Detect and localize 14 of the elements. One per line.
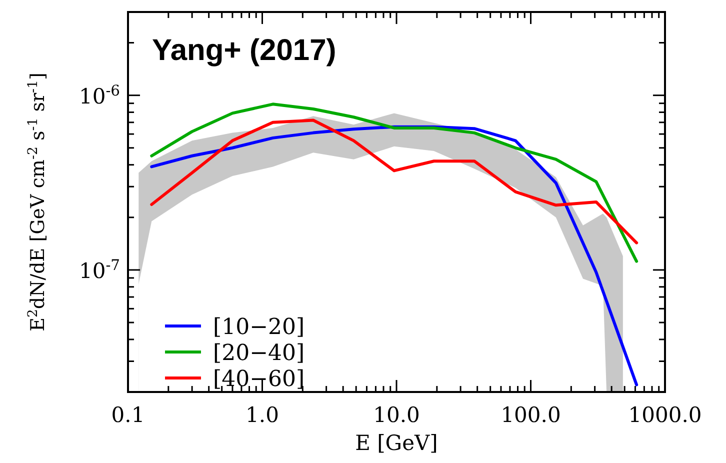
legend-label: [10−20] [213, 315, 305, 340]
line-series [150, 102, 638, 263]
x-tick-label: 100.0 [500, 403, 561, 427]
y-tick-label: 10$^{-6}$ [78, 82, 120, 108]
legend-label: [40−60] [213, 367, 305, 392]
x-tick-label: 0.1 [111, 403, 145, 427]
x-axis-title: E [GeV] [355, 431, 438, 455]
text: Yang+ (2017) [152, 34, 336, 67]
x-tick-label: 1000.0 [628, 403, 702, 427]
line-series [150, 118, 638, 244]
x-tick-label: 10.0 [373, 403, 420, 427]
y-tick-label: 10$^{-7}$ [78, 256, 120, 283]
x-tick-label: 1.0 [246, 403, 279, 427]
legend-label: [20−40] [213, 341, 305, 366]
